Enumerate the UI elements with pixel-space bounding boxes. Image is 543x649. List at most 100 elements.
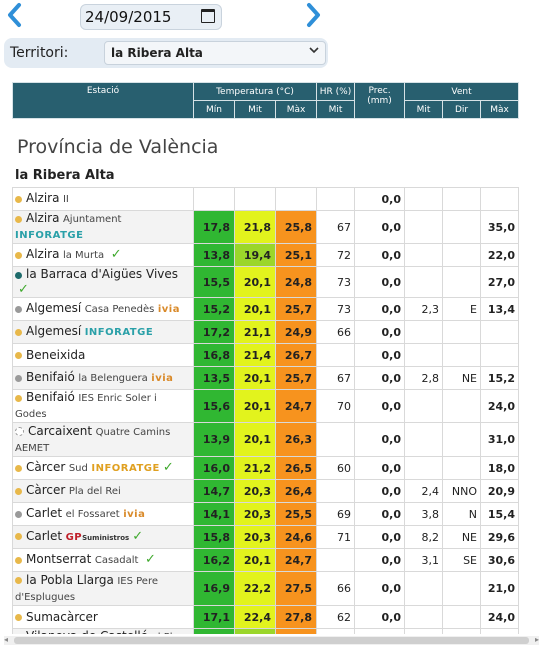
station-subname: la Belenguera bbox=[78, 373, 148, 384]
station-cell[interactable]: la Pobla Llarga IES Pere d'Esplugues bbox=[12, 571, 194, 606]
wind-mit-cell bbox=[404, 389, 443, 423]
temp-max-cell: 27,5 bbox=[275, 571, 317, 606]
wind-dir-cell bbox=[442, 320, 481, 344]
station-cell[interactable]: Càrcer Pla del Rei bbox=[12, 479, 194, 503]
station-cell[interactable]: Carlet el Fossaret ivia bbox=[12, 502, 194, 526]
check-icon: ✓ bbox=[162, 460, 174, 475]
header-hr-mit: Mit bbox=[316, 100, 356, 119]
wind-max-cell: 15,2 bbox=[480, 366, 519, 390]
table-row[interactable]: Carcaixent Quatre Camins AEMET 13,9 20,1 26… bbox=[12, 422, 519, 457]
station-status-icon bbox=[15, 215, 22, 223]
station-status-icon bbox=[15, 487, 22, 495]
stations-scroll-area[interactable]: Província de València la Ribera Alta Alz… bbox=[0, 120, 543, 634]
wind-dir-cell: NE bbox=[442, 525, 481, 549]
prec-cell: 0,0 bbox=[354, 571, 405, 606]
station-subname: Casadalt bbox=[94, 555, 139, 566]
station-cell[interactable]: Alzira Ajuntament INFORATGE bbox=[12, 210, 194, 244]
scroll-right-icon[interactable]: ▸ bbox=[534, 635, 539, 644]
station-name: Carcaixent bbox=[28, 423, 93, 438]
wind-dir-cell bbox=[442, 571, 481, 606]
prec-cell: 0,0 bbox=[354, 456, 405, 480]
station-cell[interactable]: Beneixida bbox=[12, 343, 194, 367]
table-row[interactable]: Benifaió la Belenguera ivia 13,5 20,1 25,7 6… bbox=[12, 366, 519, 390]
scrollbar-thumb[interactable] bbox=[14, 637, 529, 644]
horizontal-scrollbar[interactable]: ◂ ▸ bbox=[4, 635, 539, 645]
wind-max-cell bbox=[480, 320, 519, 344]
station-cell[interactable]: Sumacàrcer bbox=[12, 605, 194, 629]
station-cell[interactable]: Alzira la Murta ✓ bbox=[12, 243, 194, 267]
wind-dir-cell: SE bbox=[442, 548, 481, 572]
station-subname: Sud bbox=[68, 463, 88, 474]
header-wind-mit: Mit bbox=[404, 100, 444, 119]
station-brand: ivia bbox=[151, 373, 174, 384]
chevron-left-icon[interactable] bbox=[6, 2, 24, 28]
table-row[interactable]: la Pobla Llarga IES Pere d'Esplugues 16,9… bbox=[12, 571, 519, 606]
station-cell[interactable]: Alzira II bbox=[12, 187, 194, 211]
prec-cell: 0,0 bbox=[354, 343, 405, 367]
table-row[interactable]: Algemesí INFORATGE 17,2 21,1 24,9 66 0,0 bbox=[12, 320, 519, 344]
temp-min-cell: 17,1 bbox=[193, 605, 235, 629]
calendar-icon[interactable] bbox=[201, 9, 215, 23]
wind-dir-cell: E bbox=[442, 297, 481, 321]
station-cell[interactable]: Algemesí Casa Penedès ivia bbox=[12, 297, 194, 321]
province-title: Província de València bbox=[17, 136, 219, 158]
temp-mit-cell: 20,1 bbox=[234, 422, 276, 457]
header-hr: HR (%) bbox=[316, 82, 356, 101]
table-row[interactable]: Vilanova de Castelló el Pla ivia13,719,9… bbox=[12, 628, 519, 634]
hr-cell bbox=[316, 343, 355, 367]
table-row[interactable]: Sumacàrcer 17,1 22,4 27,8 62 0,0 24,0 bbox=[12, 605, 519, 629]
date-input[interactable]: 24/09/2015 bbox=[80, 4, 222, 30]
temp-max-cell: 25,7 bbox=[275, 297, 317, 321]
wind-max-cell: 30,6 bbox=[480, 548, 519, 572]
temp-max-cell: 24,7 bbox=[275, 548, 317, 572]
hr-cell: 66 bbox=[316, 320, 355, 344]
station-status-icon bbox=[15, 427, 24, 436]
station-cell[interactable]: la Barraca d'Aigües Vives ✓ bbox=[12, 266, 194, 298]
station-cell[interactable]: Montserrat Casadalt ✓ bbox=[12, 548, 194, 572]
chevron-right-icon[interactable] bbox=[306, 2, 324, 28]
station-cell[interactable]: Benifaió la Belenguera ivia bbox=[12, 366, 194, 390]
station-cell[interactable]: Càrcer Sud INFORATGE ✓ bbox=[12, 456, 194, 480]
territory-select[interactable]: la Ribera Alta bbox=[104, 41, 326, 65]
table-row[interactable]: Alzira Ajuntament INFORATGE 17,8 21,8 25,8 6… bbox=[12, 210, 519, 244]
table-row[interactable]: Algemesí Casa Penedès ivia 15,2 20,1 25,7 73… bbox=[12, 297, 519, 321]
temp-mit-cell: 20,3 bbox=[234, 525, 276, 549]
station-cell[interactable]: Algemesí INFORATGE bbox=[12, 320, 194, 344]
temp-min-cell: 14,7 bbox=[193, 479, 235, 503]
table-row[interactable]: Carlet el Fossaret ivia 14,1 20,3 25,5 69 0,0… bbox=[12, 502, 519, 526]
table-row[interactable]: Càrcer Pla del Rei 14,7 20,3 26,4 0,0 2,4 NNO… bbox=[12, 479, 519, 503]
temp-min-cell: 15,2 bbox=[193, 297, 235, 321]
scroll-left-icon[interactable]: ◂ bbox=[4, 635, 9, 644]
station-cell[interactable]: Benifaió IES Enric Soler i Godes bbox=[12, 389, 194, 423]
wind-dir-cell bbox=[442, 343, 481, 367]
table-row[interactable]: la Barraca d'Aigües Vives ✓ 15,5 20,1 24,8 7… bbox=[12, 266, 519, 298]
table-row[interactable]: Beneixida 16,8 21,4 26,7 0,0 bbox=[12, 343, 519, 367]
temp-min-cell: 16,9 bbox=[193, 571, 235, 606]
table-row[interactable]: Carlet GPSuministros ✓ 15,8 20,3 24,6 71 0,0 8,… bbox=[12, 525, 519, 549]
check-icon: ✓ bbox=[110, 247, 122, 262]
table-row[interactable]: Montserrat Casadalt ✓ 16,2 20,1 24,7 0,0 3,1 S… bbox=[12, 548, 519, 572]
temp-min-cell: 17,2 bbox=[193, 320, 235, 344]
station-name: Sumacàrcer bbox=[26, 609, 98, 624]
station-cell[interactable]: Vilanova de Castelló el Pla ivia bbox=[12, 628, 194, 634]
table-row[interactable]: Càrcer Sud INFORATGE ✓ 16,0 21,2 26,5 60 0,0 18… bbox=[12, 456, 519, 480]
header-wind-max: Màx bbox=[480, 100, 520, 119]
wind-max-cell: 18,0 bbox=[480, 456, 519, 480]
table-row[interactable]: Alzira II 0,0 bbox=[12, 187, 519, 211]
station-name: Alzira bbox=[26, 191, 60, 205]
wind-mit-cell bbox=[404, 210, 443, 244]
temp-max-cell: 27,1 bbox=[275, 628, 317, 634]
hr-cell bbox=[316, 187, 355, 211]
temp-mit-cell: 19,4 bbox=[234, 243, 276, 267]
table-row[interactable]: Alzira la Murta ✓ 13,8 19,4 25,1 72 0,0 22,0 bbox=[12, 243, 519, 267]
temp-mit-cell: 20,3 bbox=[234, 479, 276, 503]
table-row[interactable]: Benifaió IES Enric Soler i Godes 15,6 20,… bbox=[12, 389, 519, 423]
station-cell[interactable]: Carlet GPSuministros ✓ bbox=[12, 525, 194, 549]
station-name: Algemesí bbox=[26, 301, 82, 315]
temp-mit-cell: 22,2 bbox=[234, 571, 276, 606]
header-temp-mit: Mit bbox=[234, 100, 276, 119]
check-icon: ✓ bbox=[132, 528, 144, 544]
station-cell[interactable]: Carcaixent Quatre Camins AEMET bbox=[12, 422, 194, 457]
wind-mit-cell: 1,9 bbox=[404, 628, 443, 634]
station-name: Vilanova de Castelló bbox=[26, 629, 148, 634]
